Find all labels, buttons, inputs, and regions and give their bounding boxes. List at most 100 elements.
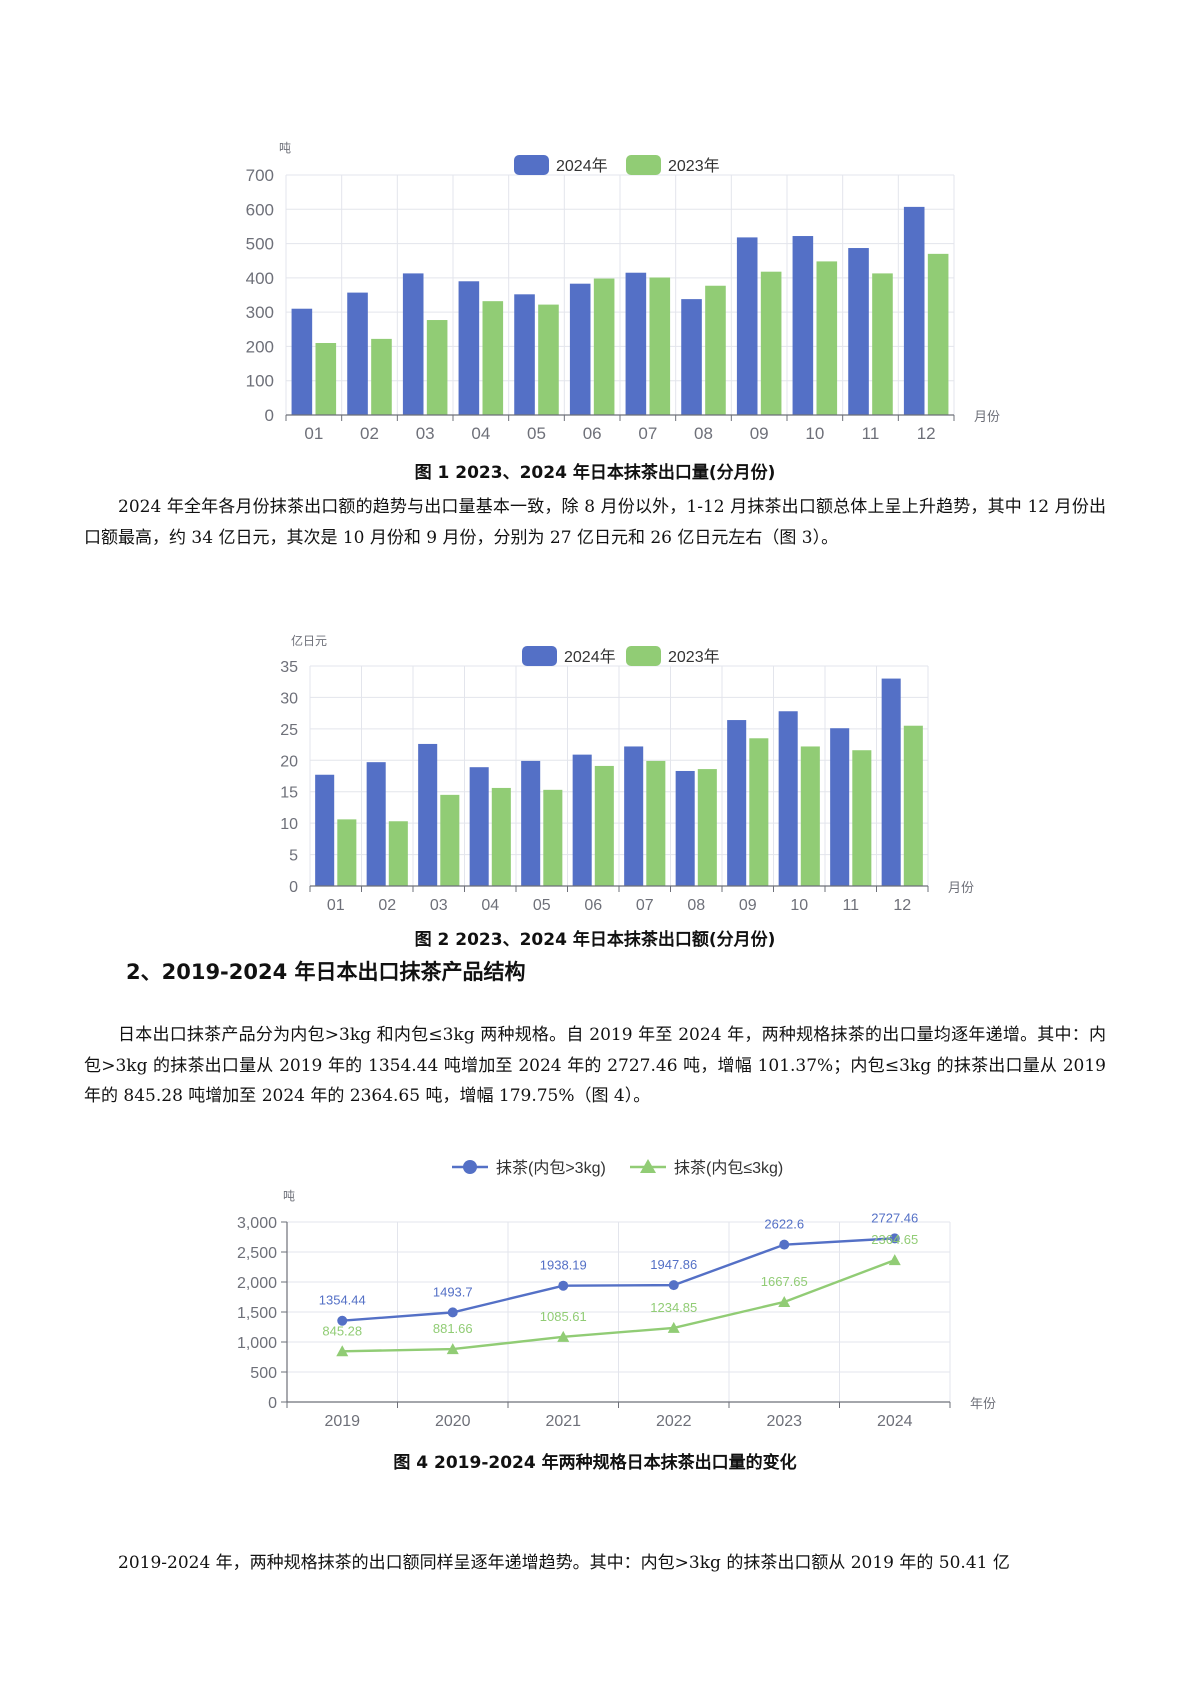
bar-2023年 [426,320,448,415]
legend-label: 2023年 [668,157,720,175]
y-tick-label: 5 [289,848,298,865]
data-label: 2727.46 [871,1210,918,1225]
line-抹茶(内包≤3kg) [342,1258,896,1353]
y-tick-label: 1,500 [237,1305,277,1322]
x-tick-label: 2024 [877,1413,913,1430]
bar-2024年 [830,728,850,886]
x-tick-label: 2021 [545,1413,581,1430]
bar-2023年 [646,760,666,886]
point-抹茶(内包≤3kg) [667,1321,680,1333]
bar-2024年 [315,774,335,886]
bar-2024年 [624,746,644,886]
y-tick-label: 500 [250,1365,277,1382]
y-axis-unit: 亿日元 [291,633,327,648]
bar-2024年 [521,760,541,886]
x-axis-unit: 年份 [970,1396,996,1411]
y-axis-unit: 吨 [279,141,291,155]
figure2-caption: 图 2 2023、2024 年日本抹茶出口额(分月份) [414,930,776,950]
bar-2024年 [514,294,535,415]
bar-2023年 [543,789,563,886]
bar-2024年 [418,743,438,886]
y-tick-label: 500 [246,235,274,254]
data-label: 1085.61 [540,1309,587,1324]
data-label: 2622.6 [764,1217,804,1232]
x-tick-label: 2019 [324,1413,360,1430]
x-tick-label: 2023 [766,1413,802,1430]
y-tick-label: 20 [280,753,298,770]
x-tick-label: 04 [481,897,499,914]
y-tick-label: 400 [246,269,274,288]
x-tick-label: 04 [471,424,490,443]
y-tick-label: 200 [246,337,274,356]
bar-2023年 [538,304,559,415]
y-tick-label: 300 [246,303,274,322]
paragraph-product-structure: 日本出口抹茶产品分为内包>3kg 和内包≤3kg 两种规格。自 2019 年至 … [84,1025,1106,1106]
point-抹茶(内包>3kg) [558,1280,569,1291]
bar-2024年 [469,767,489,886]
y-tick-label: 15 [280,785,298,802]
bar-2023年 [872,273,893,415]
point-抹茶(内包>3kg) [779,1239,790,1250]
x-tick-label: 01 [304,424,323,443]
section-heading: 2、2019-2024 年日本出口抹茶产品结构 [126,960,526,984]
bar-2024年 [569,283,591,415]
bar-2023年 [491,787,511,886]
y-tick-label: 0 [289,879,298,896]
bar-2024年 [736,237,758,415]
bar-2023年 [440,794,460,886]
data-label: 1493.7 [433,1284,473,1299]
bar-2023年 [816,261,838,415]
point-抹茶(内包≤3kg) [446,1343,459,1355]
bar-2023年 [903,725,923,886]
data-label: 1938.19 [540,1258,587,1273]
bar-2023年 [371,338,392,415]
paragraph-export-value-trend: 2024 年全年各月份抹茶出口额的趋势与出口量基本一致，除 8 月份以外，1-1… [84,497,1106,548]
y-tick-label: 0 [268,1395,277,1412]
bar-2024年 [458,281,480,415]
x-tick-label: 12 [893,897,911,914]
x-tick-label: 05 [533,897,551,914]
point-抹茶(内包≤3kg) [778,1295,791,1307]
legend-marker [463,1160,477,1174]
x-tick-label: 10 [805,424,824,443]
bar-2023年 [705,285,726,415]
legend-marker [640,1159,656,1173]
bar-2023年 [649,277,671,415]
x-tick-label: 11 [842,897,859,914]
x-tick-label: 08 [694,424,713,443]
legend-label: 抹茶(内包>3kg) [496,1159,606,1177]
data-label: 1947.86 [650,1257,697,1272]
figure4-caption: 图 4 2019-2024 年两种规格日本抹茶出口量的变化 [393,1453,797,1473]
y-tick-label: 35 [280,659,298,676]
data-label: 1667.65 [761,1274,808,1289]
bar-2023年 [927,253,949,415]
export-volume-line-chart: 0 500 1,000 1,500 2,000 2,500 3,000 2019 2020 202… [237,1159,996,1430]
bar-2023年 [697,769,717,886]
y-tick-label: 0 [265,406,274,425]
data-label: 2364.65 [871,1232,918,1247]
bar-2023年 [482,301,504,415]
bar-2024年 [291,308,313,415]
bar-2023年 [593,278,615,415]
x-tick-label: 09 [750,424,769,443]
bar-2024年 [903,206,925,415]
legend-label: 2024年 [556,157,608,175]
point-抹茶(内包>3kg) [447,1307,458,1318]
x-tick-label: 05 [527,424,546,443]
line-抹茶(内包>3kg) [342,1237,895,1322]
y-tick-label: 30 [280,690,298,707]
point-抹茶(内包≤3kg) [888,1254,901,1266]
bar-2023年 [800,746,820,886]
x-tick-label: 07 [636,897,654,914]
x-tick-label: 2022 [656,1413,692,1430]
figure1-caption: 图 1 2023、2024 年日本抹茶出口量(分月份) [414,463,776,483]
x-tick-label: 02 [378,897,396,914]
bar-2024年 [402,273,424,415]
bar-2024年 [848,248,869,415]
point-抹茶(内包≤3kg) [557,1330,570,1342]
legend-swatch-2023年 [626,646,661,666]
bar-2023年 [749,738,769,886]
x-tick-label: 08 [687,897,705,914]
y-tick-label: 600 [246,200,274,219]
